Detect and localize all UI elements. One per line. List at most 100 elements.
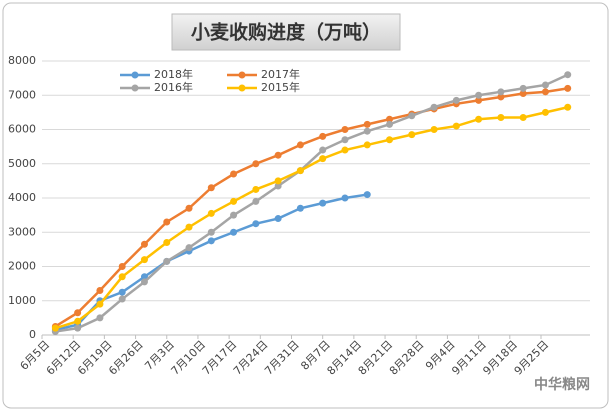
y-tick-label: 4000 (8, 191, 36, 204)
data-point (564, 103, 572, 111)
data-point (319, 155, 327, 163)
series-line (54, 87, 568, 328)
y-tick-label: 0 (29, 328, 36, 341)
data-point (207, 184, 215, 192)
data-point (74, 309, 82, 317)
data-point (230, 197, 238, 205)
data-point (497, 114, 505, 122)
data-point (96, 314, 104, 322)
y-tick-label: 7000 (8, 88, 36, 101)
data-point (341, 136, 349, 144)
data-point (118, 273, 126, 281)
data-point (140, 278, 148, 286)
legend-marker (131, 71, 139, 79)
data-point (386, 120, 394, 128)
data-point (118, 288, 126, 296)
series-line (55, 73, 569, 333)
legend-marker (131, 84, 139, 92)
data-point (430, 126, 438, 133)
title-box (171, 13, 401, 51)
data-point (519, 84, 527, 92)
data-point (274, 182, 282, 190)
data-point (541, 81, 549, 89)
data-point (452, 96, 460, 104)
chart-title: 小麦收购进度（万吨） (191, 21, 381, 44)
data-point (386, 136, 394, 144)
data-point (252, 220, 260, 228)
data-point (319, 132, 327, 140)
legend-label: 2018年 (154, 67, 193, 81)
data-point (363, 191, 371, 199)
legend-label: 2016年 (154, 80, 193, 94)
data-point (386, 115, 394, 123)
data-point (430, 103, 438, 111)
data-point (475, 96, 483, 104)
data-point (163, 257, 171, 265)
data-point (363, 127, 371, 135)
data-point (296, 141, 304, 149)
data-point (230, 211, 238, 219)
data-point (497, 93, 505, 101)
y-tick-label: 6000 (8, 123, 36, 136)
data-point (319, 146, 327, 154)
legend-marker (238, 84, 246, 92)
data-point (230, 170, 238, 178)
data-point (519, 90, 527, 98)
legend-marker (238, 71, 246, 79)
data-point (252, 185, 260, 193)
data-point (274, 151, 282, 159)
data-point (363, 120, 371, 128)
y-tick-label: 5000 (8, 157, 36, 170)
y-tick-label: 1000 (8, 294, 36, 307)
y-tick-label: 2000 (8, 260, 36, 273)
data-point (319, 199, 327, 207)
data-point (341, 146, 349, 154)
data-point (140, 256, 148, 264)
y-tick-label: 8000 (8, 54, 36, 67)
data-point (274, 177, 282, 185)
data-point (230, 228, 238, 236)
data-point (163, 239, 171, 247)
data-point (74, 324, 82, 332)
data-point (185, 223, 193, 231)
data-point (51, 324, 59, 332)
data-point (475, 115, 483, 123)
data-point (564, 71, 572, 79)
data-point (252, 160, 260, 168)
data-point (541, 88, 549, 96)
legend-label: 2017年 (261, 67, 300, 81)
data-point (475, 91, 483, 99)
data-point (118, 263, 126, 270)
data-point (296, 167, 304, 175)
data-point (207, 237, 215, 245)
data-point (74, 317, 82, 325)
data-point (408, 131, 416, 139)
data-point (564, 84, 572, 92)
series-line (54, 106, 569, 330)
data-point (207, 209, 215, 217)
data-point (163, 218, 171, 226)
data-point (185, 244, 193, 252)
data-point (207, 228, 215, 236)
data-point (140, 240, 148, 248)
data-point (252, 197, 260, 205)
y-tick-label: 3000 (8, 225, 36, 238)
data-point (96, 300, 104, 308)
data-point (96, 286, 104, 294)
data-point (341, 126, 349, 133)
data-point (408, 112, 416, 120)
data-point (274, 215, 282, 223)
data-point (363, 141, 371, 149)
data-point (296, 204, 304, 212)
data-point (452, 122, 460, 130)
data-point (185, 204, 193, 212)
data-point (140, 273, 148, 281)
data-point (519, 114, 527, 122)
legend-label: 2015年 (261, 80, 300, 94)
data-point (118, 295, 126, 303)
data-point (497, 88, 505, 96)
data-point (541, 108, 549, 116)
data-point (341, 194, 349, 202)
watermark: 中华粮网 (534, 376, 590, 393)
